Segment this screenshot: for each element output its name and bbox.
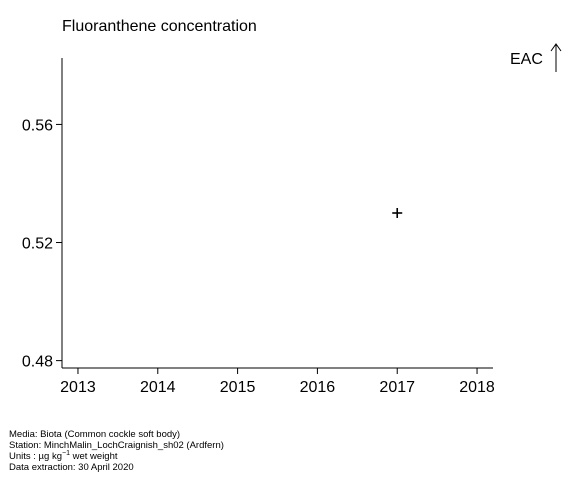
eac-arrow: [550, 43, 562, 72]
x-tick-label: 2016: [300, 379, 336, 396]
footer-extraction: Data extraction: 30 April 2020: [9, 462, 134, 473]
footer-station: Station: MinchMalin_LochCraignish_sh02 (…: [9, 440, 224, 451]
y-tick-label: 0.52: [22, 236, 53, 253]
x-tick-label: 2014: [140, 379, 176, 396]
x-tick-label: 2015: [220, 379, 256, 396]
footer-units-suffix: wet weight: [69, 451, 118, 462]
x-tick-label: 2018: [459, 379, 495, 396]
footer-units-sup: −1: [62, 450, 70, 457]
footer-media: Media: Biota (Common cockle soft body): [9, 429, 181, 440]
eac-label: EAC: [510, 51, 543, 68]
x-tick-label: 2017: [379, 379, 415, 396]
y-tick-label: 0.56: [22, 117, 53, 134]
footer-units: Units : µg kg−1 wet weight: [9, 450, 224, 462]
x-tick-label: 2013: [60, 379, 96, 396]
footer-notes: Media: Biota (Common cockle soft body) S…: [9, 429, 224, 473]
footer-units-prefix: Units : µg kg: [9, 451, 62, 462]
data-point: [392, 208, 403, 218]
y-tick-label: 0.48: [22, 354, 53, 371]
chart-title: Fluoranthene concentration: [62, 18, 257, 35]
